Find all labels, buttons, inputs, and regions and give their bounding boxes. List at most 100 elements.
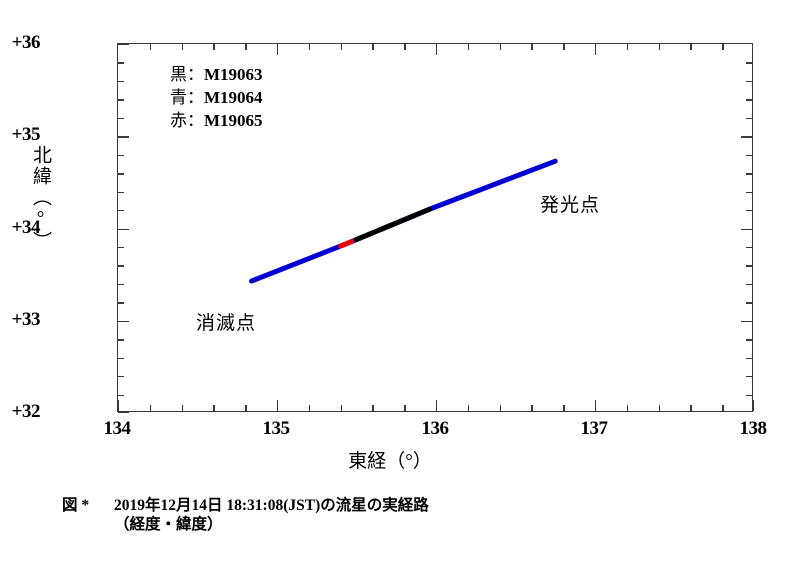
y-tick-label-33: +33	[11, 309, 41, 330]
y-right-minor-tick	[746, 99, 752, 101]
y-right-minor-tick	[746, 210, 752, 212]
y-tick-label-35: +35	[11, 124, 41, 145]
plot-area: 黒：M19063 青：M19064 赤：M19065	[117, 43, 754, 413]
x-minor-tick	[563, 405, 565, 411]
y-minor-tick	[118, 191, 124, 193]
x-top-minor-tick	[308, 44, 311, 50]
x-top-minor-tick	[722, 44, 724, 50]
x-top-minor-tick	[181, 44, 183, 50]
legend-label-blue: M19064	[204, 88, 263, 107]
x-top-minor-tick	[245, 44, 247, 50]
y-major-tick	[118, 320, 129, 323]
y-major-tick	[118, 136, 129, 138]
y-minor-tick	[118, 357, 124, 360]
y-minor-tick	[118, 265, 124, 267]
x-minor-tick	[499, 405, 501, 411]
y-minor-tick	[118, 376, 124, 378]
legend-color-name-blue: 青	[170, 88, 187, 107]
x-minor-tick	[245, 405, 247, 411]
annotation-end-point: 消滅点	[196, 313, 257, 334]
legend-separator: ：	[187, 111, 204, 130]
caption-marker: 図 *	[62, 497, 90, 514]
y-major-tick	[118, 44, 129, 46]
x-top-major-tick	[436, 44, 438, 55]
y-right-minor-tick	[746, 339, 752, 341]
caption-line-2: （経度・緯度）	[114, 516, 223, 533]
x-top-minor-tick	[404, 44, 406, 50]
x-top-minor-tick	[563, 44, 565, 50]
y-right-minor-tick	[746, 117, 752, 120]
x-tick-label-138: 138	[739, 418, 768, 439]
x-top-major-tick	[277, 44, 279, 55]
x-top-minor-tick	[531, 44, 533, 50]
y-minor-tick	[118, 302, 124, 304]
x-minor-tick	[531, 405, 533, 411]
y-minor-tick	[118, 339, 124, 341]
legend-item-blue: 青：M19064	[170, 86, 263, 109]
x-top-minor-tick	[690, 44, 692, 50]
y-minor-tick	[118, 283, 124, 286]
x-major-tick	[277, 400, 279, 411]
x-minor-tick	[467, 405, 470, 411]
y-right-major-tick	[741, 228, 752, 230]
x-minor-tick	[213, 405, 215, 411]
y-right-minor-tick	[746, 191, 752, 193]
legend-label-red: M19065	[204, 111, 263, 130]
y-right-minor-tick	[746, 265, 752, 267]
x-major-tick	[118, 400, 120, 411]
x-top-minor-tick	[213, 44, 215, 50]
x-minor-tick	[308, 405, 311, 411]
x-top-minor-tick	[626, 44, 629, 50]
x-minor-tick	[404, 405, 406, 411]
x-minor-tick	[690, 405, 692, 411]
y-minor-tick	[118, 117, 124, 120]
x-major-tick	[436, 400, 438, 411]
legend-separator: ：	[187, 88, 204, 107]
y-right-minor-tick	[746, 357, 752, 360]
y-right-minor-tick	[746, 62, 752, 64]
y-minor-tick	[118, 154, 124, 157]
legend-separator: ：	[187, 65, 204, 84]
legend-item-black: 黒：M19063	[170, 63, 263, 86]
x-tick-label-134: 134	[103, 418, 132, 439]
y-right-minor-tick	[746, 154, 752, 157]
x-tick-label-137: 137	[580, 418, 609, 439]
y-right-minor-tick	[746, 246, 752, 249]
trail-series-M19065	[338, 238, 355, 249]
x-top-minor-tick	[467, 44, 470, 50]
y-right-major-tick	[741, 320, 752, 323]
figure-caption: 図 * 2019年12月14日 18:31:08(JST)の流星の実経路 （経度・緯…	[62, 496, 429, 534]
y-tick-label-32: +32	[11, 401, 41, 422]
x-top-minor-tick	[340, 44, 342, 50]
x-top-minor-tick	[658, 44, 660, 50]
x-axis-title-text: 東経（°）	[348, 451, 432, 472]
y-minor-tick	[118, 99, 124, 101]
x-major-tick	[752, 400, 754, 411]
y-tick-label-36: +36	[11, 32, 41, 53]
x-minor-tick	[149, 405, 152, 411]
annotation-start-point: 発光点	[540, 195, 601, 216]
x-major-tick	[595, 400, 597, 411]
x-tick-label-136: 136	[421, 418, 450, 439]
y-right-minor-tick	[746, 80, 752, 83]
x-tick-label-135: 135	[262, 418, 291, 439]
y-right-minor-tick	[746, 302, 752, 304]
legend-label-black: M19063	[204, 65, 263, 84]
y-right-minor-tick	[746, 173, 752, 175]
legend-color-name-red: 赤	[170, 111, 187, 130]
y-minor-tick	[118, 210, 124, 212]
y-minor-tick	[118, 173, 124, 175]
x-top-major-tick	[595, 44, 597, 55]
x-minor-tick	[658, 405, 660, 411]
x-top-minor-tick	[149, 44, 152, 50]
y-minor-tick	[118, 80, 124, 83]
y-tick-label-34: +34	[11, 217, 41, 238]
y-right-minor-tick	[746, 394, 752, 396]
legend-item-red: 赤：M19065	[170, 109, 263, 132]
trail-series-M19064	[249, 158, 558, 284]
y-major-tick	[118, 411, 129, 413]
trail-series-M19063	[354, 206, 433, 243]
caption-body: 2019年12月14日 18:31:08(JST)の流星の実経路 （経度・緯度）	[114, 496, 429, 534]
y-major-tick	[118, 228, 129, 230]
